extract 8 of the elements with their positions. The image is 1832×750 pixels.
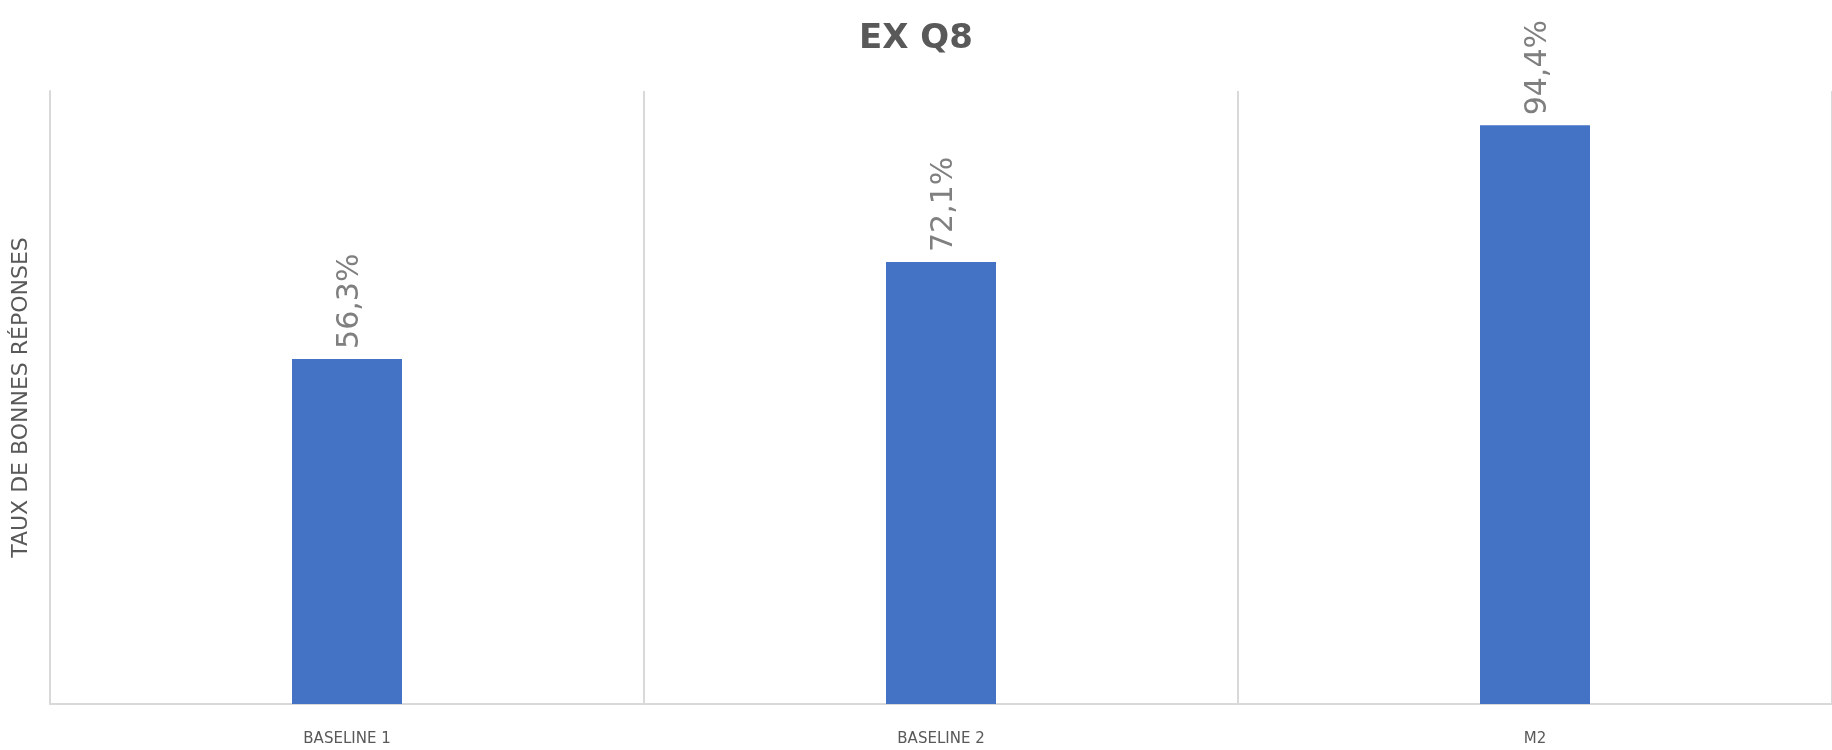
data-label: 72,1% (923, 156, 959, 253)
x-tick-label: BASELINE 1 (303, 728, 391, 747)
x-tick-label: M2 (1523, 728, 1547, 747)
data-label: 56,3% (329, 253, 365, 349)
data-label: 94,4% (1517, 20, 1553, 116)
y-axis-title: TAUX DE BONNES RÉPONSES (6, 237, 32, 559)
x-tick-label: BASELINE 2 (897, 728, 985, 747)
chart-title: EX Q8 (859, 16, 973, 56)
